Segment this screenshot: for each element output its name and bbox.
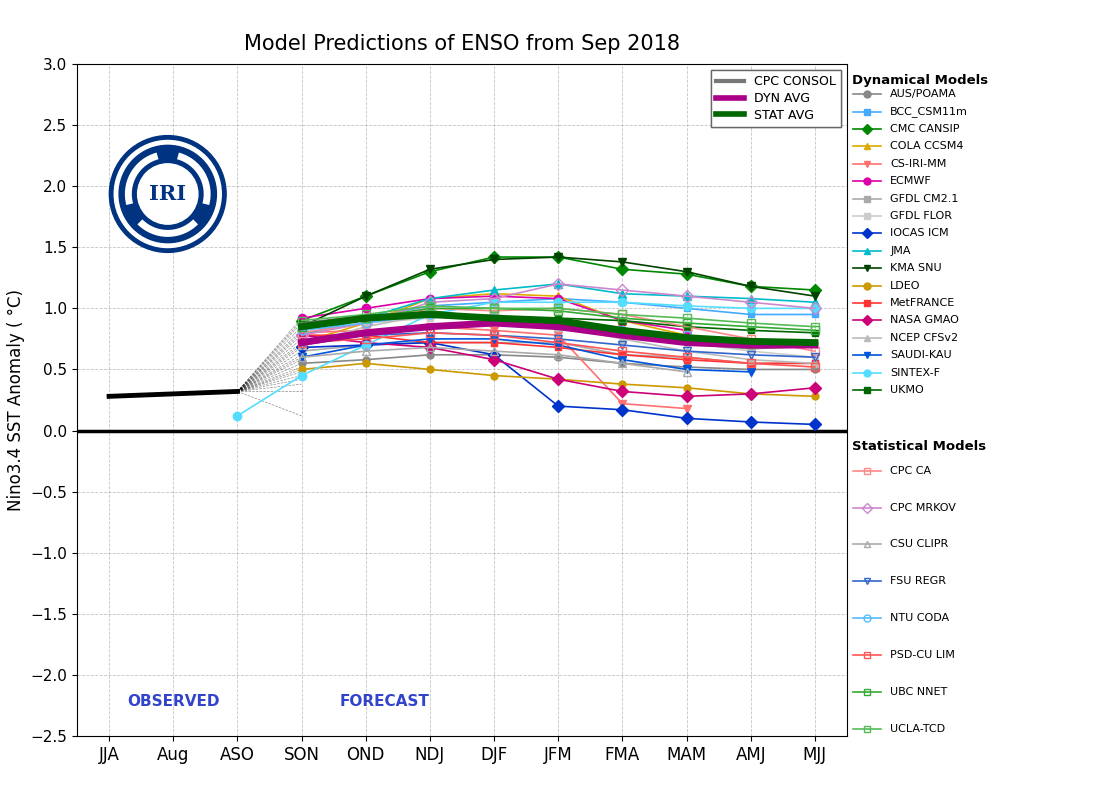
Y-axis label: Nino3.4 SST Anomaly ( °C): Nino3.4 SST Anomaly ( °C) (7, 289, 25, 511)
Text: NCEP CFSv2: NCEP CFSv2 (890, 333, 958, 342)
Title: Model Predictions of ENSO from Sep 2018: Model Predictions of ENSO from Sep 2018 (244, 34, 680, 54)
Text: MetFRANCE: MetFRANCE (890, 298, 956, 308)
Text: COLA CCSM4: COLA CCSM4 (890, 142, 964, 151)
Text: Dynamical Models: Dynamical Models (852, 74, 989, 87)
Circle shape (114, 141, 221, 247)
Circle shape (138, 164, 198, 224)
Text: NASA GMAO: NASA GMAO (890, 315, 959, 326)
Circle shape (119, 146, 217, 242)
Text: CSU CLIPR: CSU CLIPR (890, 539, 948, 550)
Circle shape (109, 136, 227, 252)
Legend: CPC CONSOL, DYN AVG, STAT AVG: CPC CONSOL, DYN AVG, STAT AVG (712, 70, 840, 126)
Text: NTU CODA: NTU CODA (890, 614, 949, 623)
Text: UCLA-TCD: UCLA-TCD (890, 724, 946, 734)
Text: JMA: JMA (890, 246, 911, 256)
Text: CS-IRI-MM: CS-IRI-MM (890, 159, 947, 169)
Text: AUS/POAMA: AUS/POAMA (890, 90, 957, 99)
Text: IOCAS ICM: IOCAS ICM (890, 228, 949, 238)
Text: LDEO: LDEO (890, 281, 921, 290)
Text: UKMO: UKMO (890, 385, 924, 395)
Text: KMA SNU: KMA SNU (890, 263, 942, 273)
Text: BCC_CSM11m: BCC_CSM11m (890, 106, 968, 117)
Text: SAUDI-KAU: SAUDI-KAU (890, 350, 952, 360)
Text: FSU REGR: FSU REGR (890, 577, 946, 586)
Text: PSD-CU LIM: PSD-CU LIM (890, 650, 955, 660)
Text: GFDL FLOR: GFDL FLOR (890, 211, 953, 221)
Text: CMC CANSIP: CMC CANSIP (890, 124, 960, 134)
Text: ECMWF: ECMWF (890, 176, 932, 186)
Text: FORECAST: FORECAST (340, 694, 430, 710)
Text: OBSERVED: OBSERVED (126, 694, 220, 710)
Text: CPC CA: CPC CA (890, 466, 932, 475)
Text: Statistical Models: Statistical Models (852, 440, 987, 454)
Text: CPC MRKOV: CPC MRKOV (890, 502, 956, 513)
Text: IRI: IRI (150, 184, 186, 204)
Text: SINTEX-F: SINTEX-F (890, 367, 940, 378)
Text: GFDL CM2.1: GFDL CM2.1 (890, 194, 959, 203)
Text: UBC NNET: UBC NNET (890, 687, 947, 698)
